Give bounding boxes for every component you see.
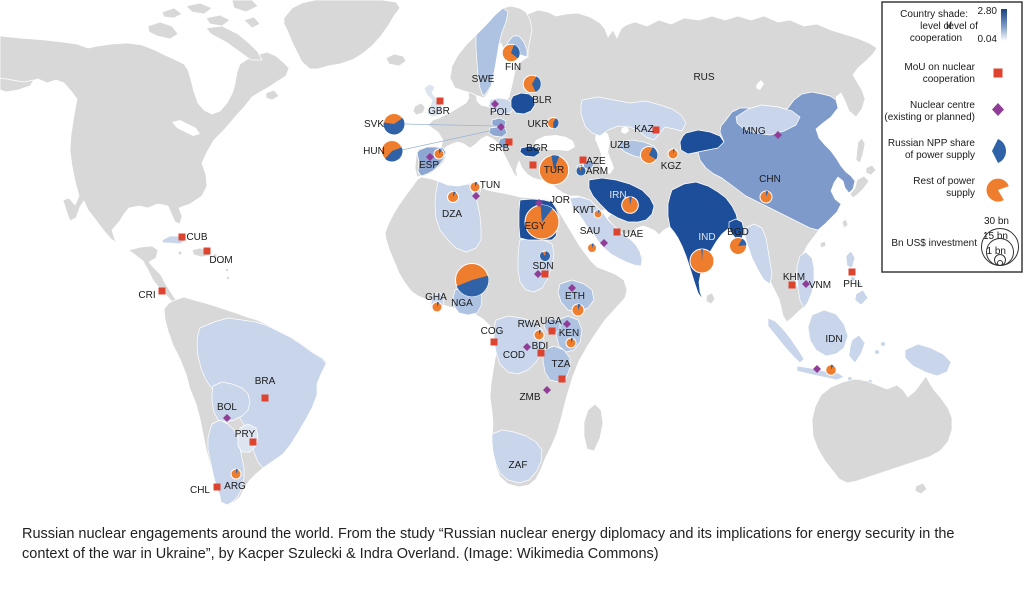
svg-text:CRI: CRI bbox=[138, 290, 155, 301]
svg-text:COD: COD bbox=[503, 350, 525, 361]
svg-text:UGA: UGA bbox=[540, 316, 562, 327]
svg-text:level of: level of bbox=[946, 21, 978, 32]
svg-text:BDI: BDI bbox=[532, 341, 549, 352]
svg-text:30 bn: 30 bn bbox=[984, 216, 1009, 227]
svg-text:MoU on nuclear: MoU on nuclear bbox=[904, 62, 975, 73]
svg-text:PRY: PRY bbox=[235, 429, 256, 440]
svg-text:SVK: SVK bbox=[364, 119, 384, 130]
svg-text:IDN: IDN bbox=[825, 334, 842, 345]
svg-text:CHN: CHN bbox=[759, 174, 781, 185]
svg-text:SRB: SRB bbox=[489, 143, 510, 154]
svg-text:cooperation: cooperation bbox=[923, 74, 975, 85]
svg-text:BOL: BOL bbox=[217, 402, 237, 413]
svg-text:DZA: DZA bbox=[442, 209, 462, 220]
svg-text:PHL: PHL bbox=[843, 279, 863, 290]
svg-text:ARM: ARM bbox=[586, 166, 608, 177]
svg-text:JOR: JOR bbox=[550, 195, 570, 206]
svg-text:15 bn: 15 bn bbox=[983, 231, 1008, 242]
svg-text:BGR: BGR bbox=[526, 143, 548, 154]
svg-text:GHA: GHA bbox=[425, 292, 447, 303]
svg-text:Nuclear centre: Nuclear centre bbox=[910, 100, 975, 111]
svg-text:of power supply: of power supply bbox=[905, 150, 975, 161]
svg-text:BGD: BGD bbox=[727, 227, 749, 238]
svg-text:ZMB: ZMB bbox=[519, 392, 540, 403]
svg-text:supply: supply bbox=[946, 188, 975, 199]
svg-text:ZAF: ZAF bbox=[509, 460, 528, 471]
svg-text:POL: POL bbox=[490, 107, 510, 118]
svg-text:COG: COG bbox=[481, 326, 504, 337]
svg-text:RWA: RWA bbox=[518, 319, 541, 330]
svg-text:BRA: BRA bbox=[255, 376, 276, 387]
svg-text:SAU: SAU bbox=[580, 226, 601, 237]
svg-text:CHL: CHL bbox=[190, 485, 210, 496]
svg-text:IND: IND bbox=[698, 232, 715, 243]
svg-text:TUR: TUR bbox=[544, 165, 565, 176]
svg-text:ETH: ETH bbox=[565, 291, 585, 302]
svg-text:0.04: 0.04 bbox=[978, 34, 998, 45]
svg-text:UZB: UZB bbox=[610, 140, 630, 151]
svg-text:KEN: KEN bbox=[559, 328, 580, 339]
svg-text:(existing or planned): (existing or planned) bbox=[884, 112, 975, 123]
svg-text:TUN: TUN bbox=[480, 180, 501, 191]
svg-text:KAZ: KAZ bbox=[634, 124, 653, 135]
svg-text:KWT: KWT bbox=[573, 205, 595, 216]
svg-text:UAE: UAE bbox=[623, 229, 644, 240]
svg-text:EGY: EGY bbox=[524, 221, 545, 232]
svg-text:SWE: SWE bbox=[472, 74, 495, 85]
svg-text:UKR: UKR bbox=[527, 119, 548, 130]
svg-text:level of: level of bbox=[920, 21, 952, 32]
svg-text:SDN: SDN bbox=[532, 261, 553, 272]
svg-text:FIN: FIN bbox=[505, 62, 521, 73]
svg-text:HUN: HUN bbox=[363, 146, 385, 157]
svg-text:cooperation: cooperation bbox=[910, 33, 962, 44]
svg-text:2.80: 2.80 bbox=[978, 6, 998, 17]
svg-text:ARG: ARG bbox=[224, 481, 246, 492]
svg-text:AZE: AZE bbox=[586, 156, 606, 167]
svg-text:MNG: MNG bbox=[742, 126, 766, 137]
svg-text:KGZ: KGZ bbox=[661, 161, 682, 172]
svg-text:DOM: DOM bbox=[209, 255, 232, 266]
svg-text:1 bn: 1 bn bbox=[987, 246, 1006, 257]
svg-text:IRN: IRN bbox=[609, 190, 626, 201]
svg-text:RUS: RUS bbox=[693, 72, 714, 83]
svg-text:Bn US$ investment: Bn US$ investment bbox=[891, 238, 977, 249]
svg-text:KHM: KHM bbox=[783, 272, 805, 283]
svg-text:TZA: TZA bbox=[552, 359, 571, 370]
svg-text:ESP: ESP bbox=[419, 160, 439, 171]
svg-text:Rest of power: Rest of power bbox=[913, 176, 975, 187]
svg-text:VNM: VNM bbox=[809, 280, 831, 291]
svg-text:Country shade:: Country shade: bbox=[900, 9, 968, 20]
svg-text:Russian NPP share: Russian NPP share bbox=[888, 138, 976, 149]
svg-text:GBR: GBR bbox=[428, 106, 450, 117]
svg-text:BLR: BLR bbox=[532, 95, 551, 106]
svg-text:CUB: CUB bbox=[186, 232, 207, 243]
svg-text:NGA: NGA bbox=[451, 298, 473, 309]
